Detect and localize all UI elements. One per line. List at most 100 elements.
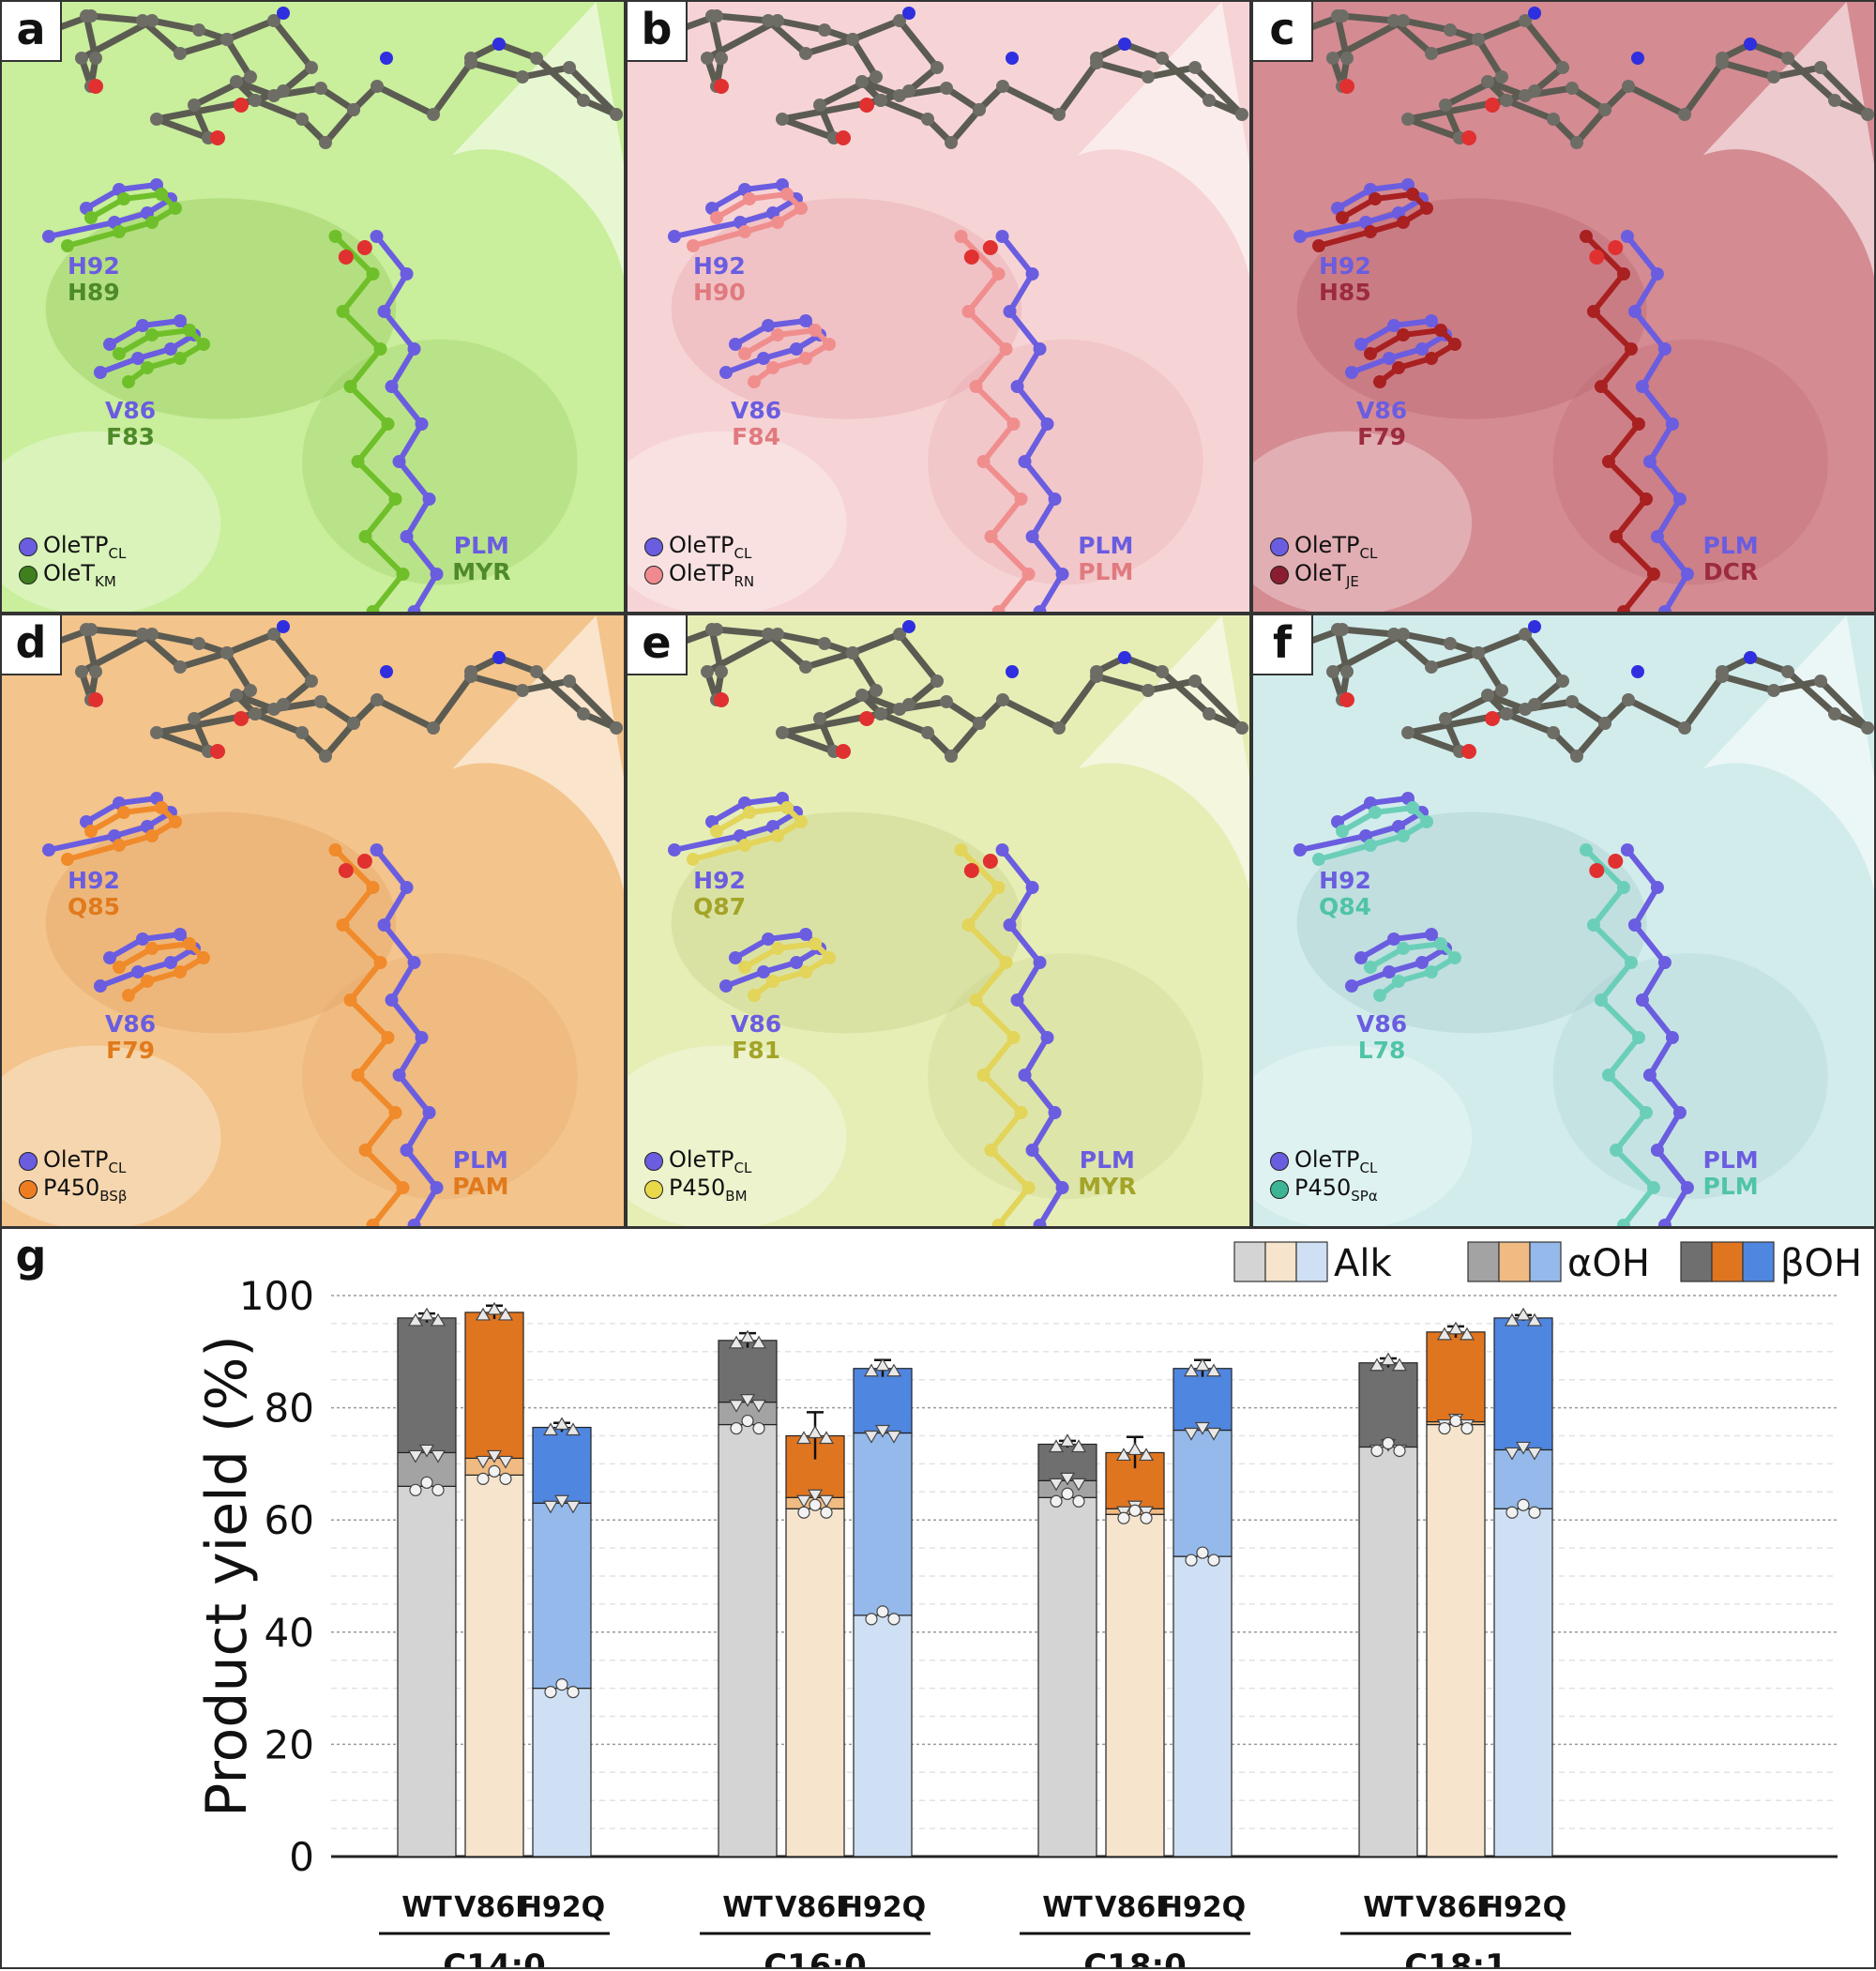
residue-atom xyxy=(1336,825,1349,838)
ligand-atom xyxy=(1040,417,1054,431)
ligand-atom xyxy=(1040,1031,1054,1044)
ligand-bond xyxy=(1006,272,1036,313)
ligand-bond xyxy=(340,309,383,352)
heme-atom xyxy=(347,717,360,730)
residue-variant: F84 xyxy=(732,422,780,450)
heme-atom xyxy=(874,94,887,107)
heme-atom xyxy=(874,707,887,720)
replicate-marker-alpha xyxy=(1504,1447,1520,1461)
residue-atom xyxy=(1392,975,1405,988)
residue-atom xyxy=(799,965,812,978)
bar-segment-beta-oh xyxy=(1426,1331,1486,1423)
ligand-variant: MYR xyxy=(1078,1172,1137,1200)
replicate-marker-alpha xyxy=(807,1489,824,1503)
ligand-atom xyxy=(1639,493,1653,506)
ligand-bond xyxy=(1583,234,1626,277)
ligand-bond xyxy=(381,272,410,313)
heme-atom xyxy=(464,665,477,678)
ligand-bond xyxy=(374,848,409,889)
ligand-bond xyxy=(1621,572,1657,612)
ligand-atom xyxy=(381,417,395,431)
ligand-atom xyxy=(991,267,1006,280)
ligand-bond xyxy=(966,272,1001,313)
surface-lobe xyxy=(1552,953,1828,1200)
ligand-atom xyxy=(1650,530,1664,543)
ligand-bond xyxy=(411,572,440,612)
legend-subscript: CL xyxy=(1359,544,1378,562)
surface-cavity xyxy=(1702,615,1874,891)
residue-atom xyxy=(743,806,756,819)
heme-atom xyxy=(1828,94,1841,107)
legend-text: OleTPCL xyxy=(669,1145,752,1176)
ligand-atom xyxy=(1635,993,1649,1007)
ligand-bond xyxy=(1647,1036,1675,1077)
heme-atom xyxy=(1142,684,1155,697)
ligand-bond xyxy=(340,886,375,927)
bar-segment-alk xyxy=(1358,1446,1418,1857)
residue-atom xyxy=(771,942,784,955)
ligand-bond xyxy=(1625,848,1660,889)
heme-atom xyxy=(771,628,784,641)
residue-atom xyxy=(155,801,168,814)
replicate-marker-beta xyxy=(1380,1352,1397,1366)
heme-bond xyxy=(151,17,200,34)
replicate-marker-beta xyxy=(818,1431,835,1445)
heme-atom xyxy=(1556,61,1569,74)
heme-atom xyxy=(530,665,543,678)
heme-bond xyxy=(90,12,144,24)
bar-segment-alk xyxy=(397,1485,457,1857)
heme-bond xyxy=(1773,64,1822,81)
replicate-marker-alpha xyxy=(1515,1441,1532,1455)
ligand-atom xyxy=(400,1144,414,1157)
heme-atom xyxy=(1331,623,1344,636)
group-label: C18:1 xyxy=(1404,1948,1507,1967)
surface-lobe xyxy=(2,1045,221,1226)
residue-atom xyxy=(1397,942,1410,955)
replicate-marker-alpha xyxy=(475,1455,492,1469)
surface-lobe xyxy=(1552,339,1828,585)
ligand-atom xyxy=(991,881,1006,894)
y-tick-label: 0 xyxy=(289,1834,314,1880)
ligand-bond xyxy=(1613,1111,1649,1152)
residue-reference: V86 xyxy=(731,396,782,424)
residue-atom xyxy=(743,192,756,205)
heme-atom xyxy=(244,70,257,83)
residue-variant: H85 xyxy=(1319,279,1371,307)
chart-panel-g: g 0 20 40 60 80 100 Product yield (%) WT V86F H92… xyxy=(0,1227,1876,1971)
heme-atom xyxy=(893,703,906,716)
replicate-marker-alk xyxy=(1072,1494,1085,1508)
replicate-marker-beta xyxy=(418,1307,435,1321)
ligand-bond xyxy=(397,460,431,501)
bar-segment-alpha-oh xyxy=(532,1502,592,1690)
heme-atom xyxy=(1481,689,1494,702)
surface-cavity xyxy=(452,615,624,891)
residue-label-2: V86 F83 xyxy=(105,397,156,450)
ligand-bond xyxy=(1606,1036,1642,1077)
replicate-marker-alk xyxy=(876,1605,889,1618)
heme-atom xyxy=(136,14,149,27)
legend-text: OleTPCL xyxy=(1294,531,1378,562)
ligand-atom xyxy=(1025,530,1039,543)
legend-swatch xyxy=(19,537,38,556)
residue-atom xyxy=(1364,961,1377,974)
replicate-marker-alk xyxy=(1370,1444,1384,1458)
residue-variant: L78 xyxy=(1357,1037,1406,1065)
heme-bond xyxy=(1574,107,1608,145)
ligand-bond xyxy=(989,497,1023,538)
ligand-bond xyxy=(356,1072,398,1115)
legend-entry: P450BM xyxy=(644,1175,751,1204)
heme-atom xyxy=(1439,712,1452,725)
residue-atom xyxy=(1369,192,1382,205)
ligand-bond xyxy=(966,922,1008,965)
heme-bond xyxy=(1056,674,1099,731)
heme-bond xyxy=(879,97,930,123)
legend-label-aoh: αOH xyxy=(1567,1242,1650,1285)
legend-entry: OleTJE xyxy=(1270,560,1377,590)
ligand-atom xyxy=(396,1181,410,1194)
residue-variant: Q84 xyxy=(1319,892,1372,920)
ligand-atom xyxy=(961,305,976,318)
heme-atom xyxy=(1481,75,1494,88)
heme-bond xyxy=(1331,630,1405,675)
residue-atom xyxy=(1345,979,1358,993)
ligand-atom xyxy=(1657,956,1672,969)
